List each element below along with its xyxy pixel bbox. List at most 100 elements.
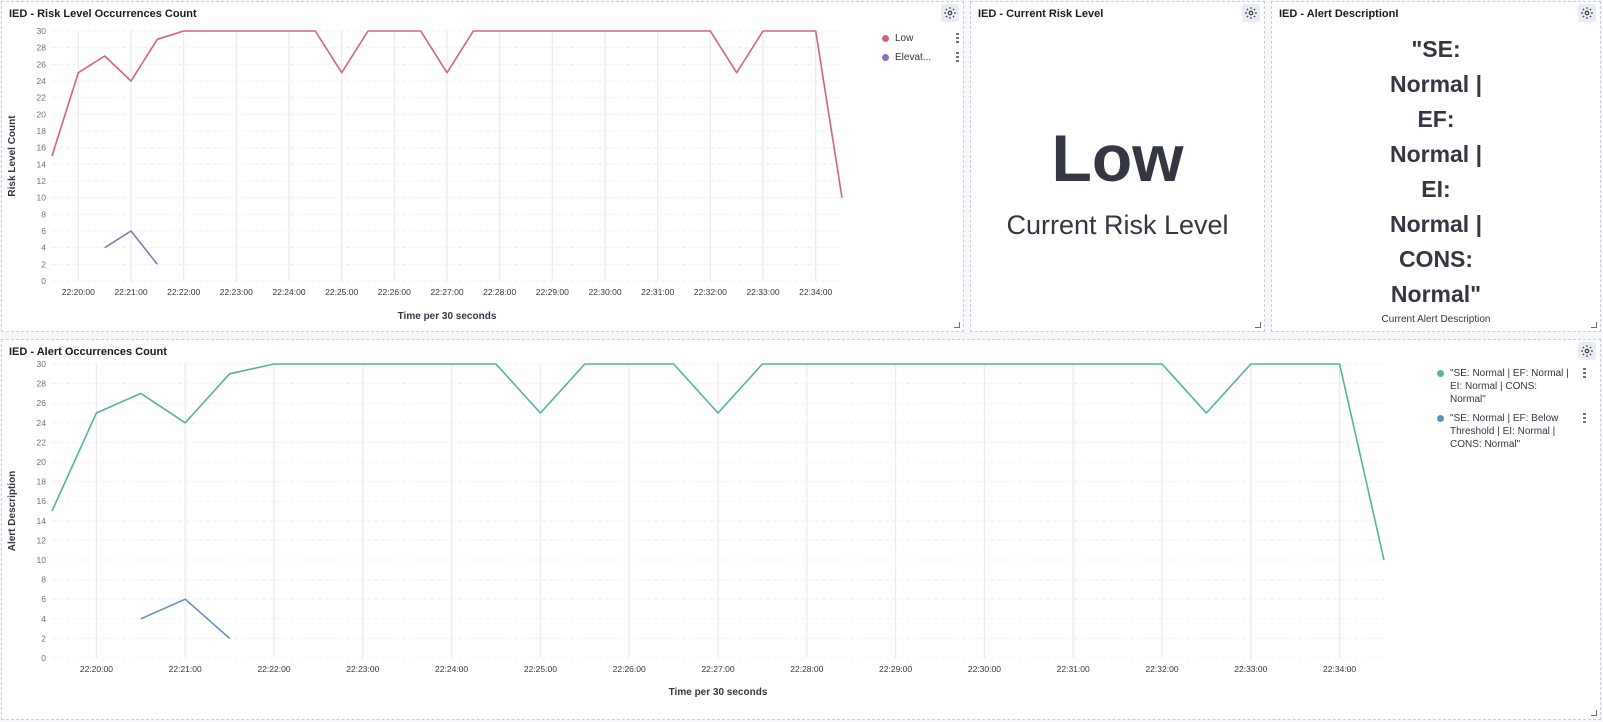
y-tick-label: 2 [41, 259, 46, 269]
chart-legend: Low Elevat... [882, 32, 960, 70]
x-axis-label: Time per 30 seconds [669, 687, 768, 698]
x-tick-label: 22:30:00 [588, 287, 621, 297]
x-tick-label: 22:25:00 [524, 664, 557, 674]
legend-label: "SE: Normal | EF: Normal | EI: Normal | … [1450, 368, 1569, 405]
vertical-dots-icon[interactable] [1583, 413, 1587, 423]
x-tick-label: 22:22:00 [257, 664, 290, 674]
desc-line: EF: [1417, 106, 1455, 132]
x-tick-label: 22:34:00 [799, 287, 832, 297]
resize-handle-icon[interactable] [1591, 322, 1597, 328]
y-tick-label: 22 [37, 437, 47, 447]
legend-item[interactable]: "SE: Normal | EF: Below Threshold | EI: … [1437, 412, 1587, 451]
desc-line: Normal | [1389, 211, 1483, 237]
x-tick-label: 22:23:00 [220, 287, 253, 297]
y-tick-label: 12 [37, 535, 47, 545]
legend-color-dot [1437, 415, 1444, 422]
current-risk-panel: IED - Current Risk Level Low Current Ris… [970, 1, 1265, 332]
y-tick-label: 4 [41, 243, 46, 253]
x-tick-label: 22:33:00 [1234, 664, 1267, 674]
gear-icon[interactable] [1578, 342, 1596, 360]
x-tick-label: 22:20:00 [62, 287, 95, 297]
panel-title: IED - Alert Occurrences Count [9, 346, 167, 358]
legend-item[interactable]: "SE: Normal | EF: Normal | EI: Normal | … [1437, 367, 1587, 406]
y-axis-label: Risk Level Count [7, 115, 18, 197]
y-tick-label: 28 [37, 379, 47, 389]
y-tick-label: 0 [41, 276, 46, 286]
x-tick-label: 22:26:00 [378, 287, 411, 297]
x-tick-label: 22:29:00 [879, 664, 912, 674]
x-tick-label: 22:22:00 [167, 287, 200, 297]
desc-line: "SE: [1411, 36, 1461, 62]
vertical-dots-icon[interactable] [1583, 368, 1587, 378]
x-tick-label: 22:28:00 [790, 664, 823, 674]
y-tick-label: 0 [41, 653, 46, 663]
y-tick-label: 30 [37, 359, 47, 369]
y-tick-label: 12 [37, 176, 47, 186]
x-tick-label: 22:34:00 [1323, 664, 1356, 674]
desc-line: Normal" [1390, 281, 1482, 307]
desc-line: Normal | [1389, 141, 1483, 167]
y-tick-label: 28 [37, 43, 47, 53]
x-tick-label: 22:24:00 [272, 287, 305, 297]
series-line-0 [51, 363, 1385, 561]
metric-label: Current Risk Level [1006, 210, 1229, 240]
series-line-0 [51, 30, 843, 198]
metric-value: Low [1051, 121, 1184, 195]
x-tick-label: 22:30:00 [968, 664, 1001, 674]
y-tick-label: 14 [37, 516, 47, 526]
vertical-dots-icon[interactable] [956, 33, 960, 43]
y-tick-label: 16 [37, 496, 47, 506]
y-tick-label: 10 [37, 555, 47, 565]
x-tick-label: 22:29:00 [536, 287, 569, 297]
panel-title: IED - Alert DescriptionI [1279, 8, 1399, 20]
vertical-dots-icon[interactable] [956, 52, 960, 62]
y-axis-label: Alert Description [7, 471, 18, 552]
x-tick-label: 22:26:00 [613, 664, 646, 674]
y-tick-label: 20 [37, 109, 47, 119]
legend-color-dot [882, 35, 889, 42]
y-tick-label: 10 [37, 193, 47, 203]
x-tick-label: 22:27:00 [701, 664, 734, 674]
resize-handle-icon[interactable] [1591, 710, 1597, 716]
y-tick-label: 4 [41, 614, 46, 624]
y-tick-label: 30 [37, 26, 47, 36]
x-tick-label: 22:21:00 [114, 287, 147, 297]
alert-description-panel: IED - Alert DescriptionI "SE: Normal | E… [1271, 1, 1601, 332]
y-tick-label: 16 [37, 143, 47, 153]
gear-icon[interactable] [1242, 4, 1260, 22]
metric-label: Current Alert Description [1381, 314, 1491, 325]
y-tick-label: 20 [37, 457, 47, 467]
x-tick-label: 22:20:00 [80, 664, 113, 674]
legend-item[interactable]: Low [882, 32, 960, 45]
y-tick-label: 26 [37, 59, 47, 69]
y-tick-label: 24 [37, 76, 47, 86]
x-tick-label: 22:31:00 [1057, 664, 1090, 674]
chart-legend: "SE: Normal | EF: Normal | EI: Normal | … [1437, 367, 1587, 457]
x-tick-label: 22:27:00 [430, 287, 463, 297]
resize-handle-icon[interactable] [954, 322, 960, 328]
y-tick-label: 24 [37, 418, 47, 428]
x-tick-label: 22:32:00 [1145, 664, 1178, 674]
resize-handle-icon[interactable] [1255, 322, 1261, 328]
x-tick-label: 22:24:00 [435, 664, 468, 674]
series-line-1 [104, 230, 158, 265]
gear-icon[interactable] [941, 4, 959, 22]
gear-icon[interactable] [1578, 4, 1596, 22]
y-tick-label: 2 [41, 633, 46, 643]
y-tick-label: 22 [37, 93, 47, 103]
legend-color-dot [1437, 370, 1444, 377]
y-tick-label: 18 [37, 477, 47, 487]
x-tick-label: 22:28:00 [483, 287, 516, 297]
desc-line: Normal | [1389, 71, 1483, 97]
series-line-1 [140, 598, 231, 639]
alert-description-value: "SE: Normal | EF: Normal | EI: Normal | … [1272, 32, 1600, 312]
x-tick-label: 22:33:00 [746, 287, 779, 297]
y-tick-label: 14 [37, 159, 47, 169]
legend-item[interactable]: Elevat... [882, 51, 960, 64]
x-axis-label: Time per 30 seconds [398, 311, 497, 322]
y-tick-label: 18 [37, 126, 47, 136]
panel-title: IED - Risk Level Occurrences Count [9, 8, 197, 20]
